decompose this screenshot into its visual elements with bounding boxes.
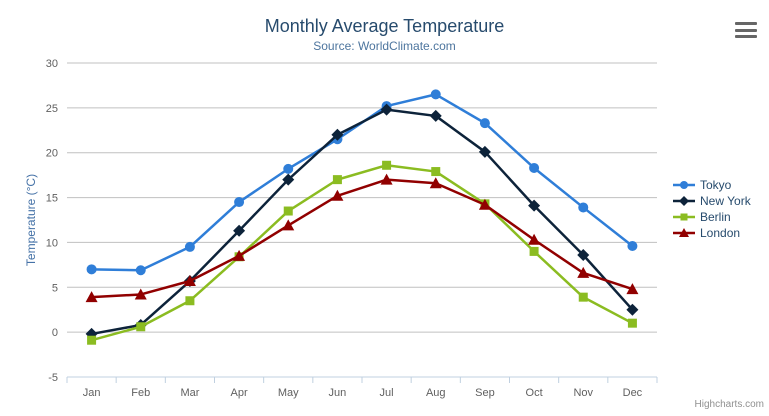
legend-symbol [679, 228, 689, 237]
data-point-new-york-aug[interactable] [429, 109, 442, 122]
series-line-berlin [90, 164, 634, 342]
data-point-london-sep[interactable] [478, 198, 491, 210]
data-point-tokyo-mar[interactable] [184, 241, 195, 252]
x-axis-label: May [278, 387, 299, 399]
legend-marker-square-icon [673, 213, 695, 221]
legend-item-tokyo[interactable]: Tokyo [673, 177, 751, 193]
export-menu-button[interactable] [733, 20, 759, 40]
data-point-tokyo-oct[interactable] [529, 162, 540, 173]
data-point-tokyo-apr[interactable] [234, 197, 245, 208]
legend-marker-circle-icon [673, 181, 695, 189]
y-axis-label: 15 [46, 193, 58, 205]
data-point-london-dec[interactable] [626, 283, 639, 295]
hamburger-menu-icon [735, 22, 757, 25]
data-point-london-nov[interactable] [577, 266, 590, 278]
data-point-new-york-nov[interactable] [577, 248, 590, 261]
data-point-london-jul[interactable] [380, 173, 393, 185]
y-axis-label: 0 [52, 327, 58, 339]
series-line-tokyo [90, 93, 634, 272]
data-point-tokyo-jan[interactable] [86, 264, 97, 275]
x-axis-label: Aug [426, 387, 446, 399]
data-point-new-york-may[interactable] [282, 173, 295, 186]
legend-symbol [680, 181, 688, 189]
legend-marker-triangle-icon [673, 228, 695, 237]
y-axis-title: Temperature (°C) [24, 173, 38, 267]
legend-marker-diamond-icon [673, 196, 695, 206]
x-axis-label: Jul [380, 387, 394, 399]
hamburger-menu-icon [735, 35, 757, 38]
legend-symbol [680, 213, 688, 221]
data-point-new-york-oct[interactable] [528, 199, 541, 212]
x-axis-label: Feb [131, 387, 150, 399]
data-point-london-mar[interactable] [183, 275, 196, 287]
data-point-tokyo-sep[interactable] [479, 118, 490, 129]
series-line-new-york [90, 108, 634, 336]
data-point-berlin-feb[interactable] [136, 322, 146, 332]
data-point-tokyo-aug[interactable] [430, 89, 441, 100]
x-axis-label: Jun [329, 387, 347, 399]
series-line-london [90, 178, 634, 299]
x-axis-label: Oct [526, 387, 543, 399]
data-point-london-feb[interactable] [134, 288, 147, 300]
data-point-new-york-apr[interactable] [233, 224, 246, 237]
data-point-tokyo-dec[interactable] [627, 241, 638, 252]
data-point-london-apr[interactable] [233, 249, 246, 261]
legend-item-label: New York [700, 194, 751, 208]
legend-item-new-york[interactable]: New York [673, 193, 751, 209]
data-point-new-york-jul[interactable] [380, 103, 393, 116]
data-point-berlin-dec[interactable] [627, 318, 637, 328]
data-point-tokyo-nov[interactable] [578, 202, 589, 213]
legend-item-label: Berlin [700, 210, 731, 224]
chart-subtitle: Source: WorldClimate.com [313, 39, 456, 53]
data-point-tokyo-feb[interactable] [135, 265, 146, 276]
data-point-berlin-jul[interactable] [382, 160, 392, 170]
y-axis-label: -5 [48, 372, 58, 384]
y-axis-label: 20 [46, 148, 58, 160]
data-point-berlin-jun[interactable] [332, 175, 342, 185]
data-point-london-jun[interactable] [331, 189, 344, 201]
data-point-new-york-jun[interactable] [331, 128, 344, 141]
data-point-berlin-may[interactable] [283, 206, 293, 216]
data-point-london-oct[interactable] [528, 233, 541, 245]
data-point-tokyo-may[interactable] [283, 163, 294, 174]
data-point-new-york-dec[interactable] [626, 303, 639, 316]
x-axis-label: Nov [573, 387, 593, 399]
x-axis-label: Jan [83, 387, 101, 399]
legend-item-london[interactable]: London [673, 225, 751, 241]
data-point-berlin-oct[interactable] [529, 246, 539, 256]
data-point-berlin-nov[interactable] [578, 292, 588, 302]
data-point-berlin-aug[interactable] [431, 167, 441, 177]
chart-title: Monthly Average Temperature [264, 16, 505, 36]
data-point-new-york-sep[interactable] [478, 145, 491, 158]
y-axis-label: 10 [46, 237, 58, 249]
y-axis-label: 30 [46, 58, 58, 70]
data-point-london-jan[interactable] [85, 291, 98, 303]
x-axis-label: Mar [180, 387, 199, 399]
y-axis-label: 25 [46, 103, 58, 115]
x-axis-label: Dec [623, 387, 643, 399]
y-axis-label: 5 [52, 282, 58, 294]
legend-item-label: Tokyo [700, 178, 732, 192]
hamburger-menu-icon [735, 28, 757, 32]
data-point-london-may[interactable] [282, 219, 295, 231]
x-axis-label: Apr [231, 387, 248, 399]
legend-item-label: London [700, 226, 741, 240]
data-point-london-aug[interactable] [429, 177, 442, 189]
x-axis-label: Sep [475, 387, 495, 399]
data-point-berlin-mar[interactable] [185, 296, 195, 306]
legend-symbol [679, 196, 689, 206]
credits-link[interactable]: Highcharts.com [694, 399, 764, 410]
legend-item-berlin[interactable]: Berlin [673, 209, 751, 225]
legend: Tokyo New York Berlin London [673, 177, 751, 241]
data-point-berlin-jan[interactable] [87, 335, 97, 345]
